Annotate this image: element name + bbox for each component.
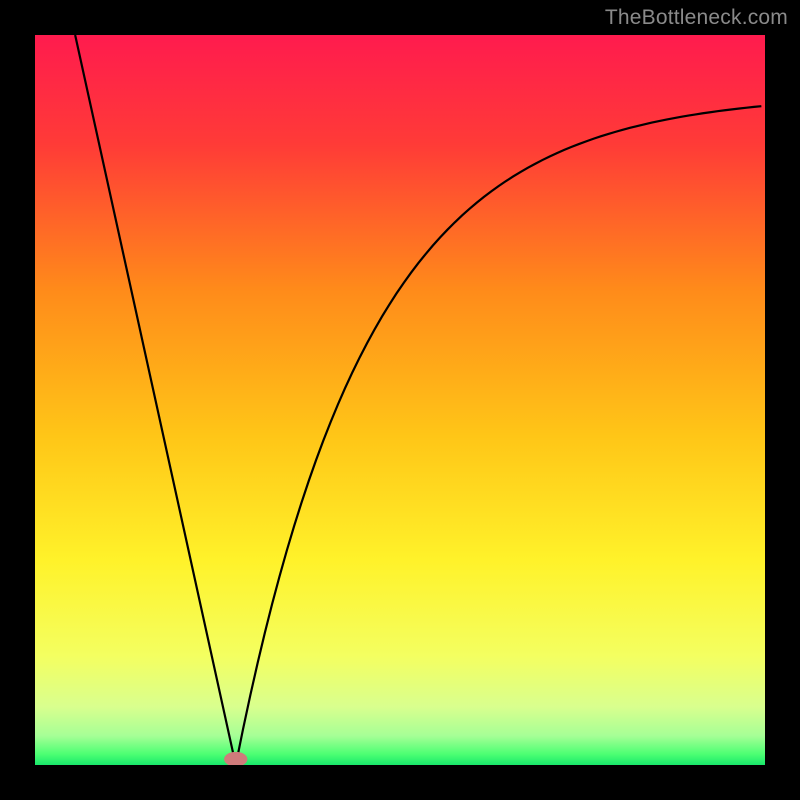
watermark-text: TheBottleneck.com	[605, 6, 788, 30]
plot-area	[35, 35, 765, 765]
chart-svg	[35, 35, 765, 765]
gradient-background	[35, 35, 765, 765]
chart-frame: TheBottleneck.com	[0, 0, 800, 800]
